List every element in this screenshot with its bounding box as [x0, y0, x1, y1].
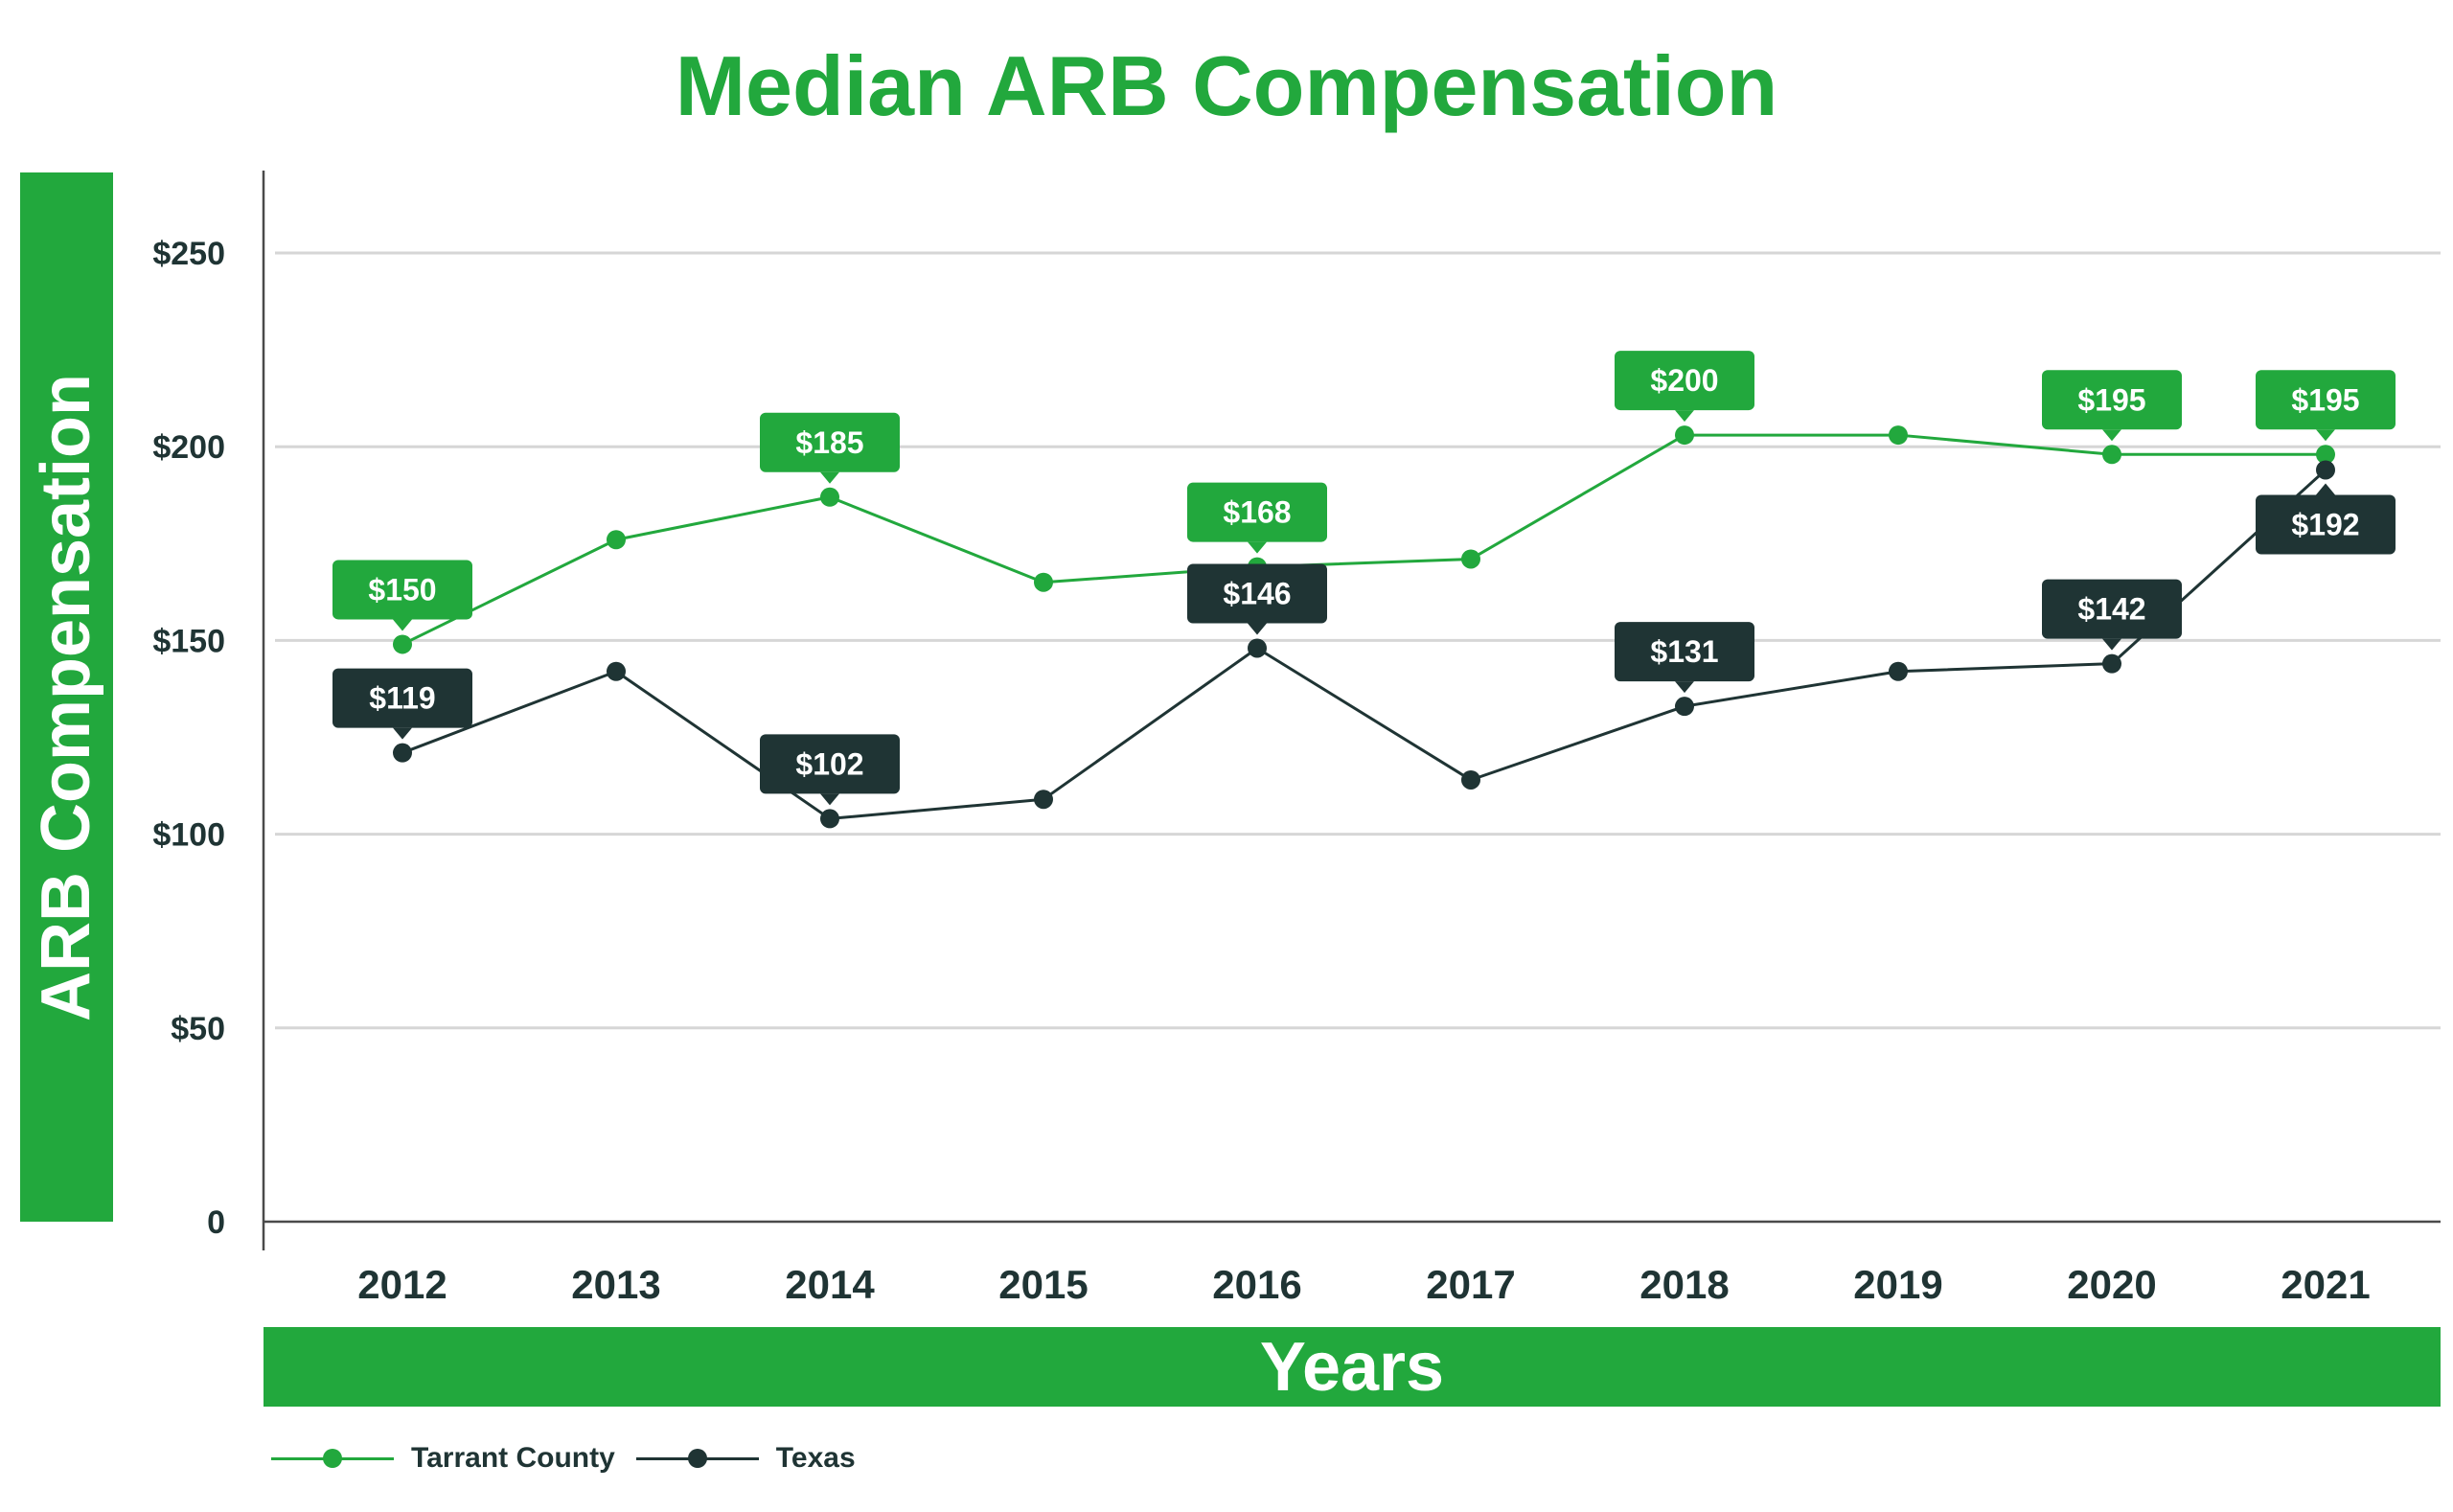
x-tick-label-2013: 2013 [571, 1262, 660, 1307]
data-label-texas-2020: $142 [2042, 579, 2182, 651]
legend-swatch-tarrant-county [271, 1437, 394, 1479]
y-tick-label-200: $200 [152, 429, 225, 466]
point-texas-2015[interactable] [1034, 790, 1053, 810]
x-tick-label-2017: 2017 [1426, 1262, 1515, 1307]
axes: 0 $50 $100 $150 $200 $250 2012 2013 2014 2015 2016… [152, 171, 2441, 1307]
svg-text:$119: $119 [369, 681, 435, 716]
x-axis-label: Years [1259, 1328, 1445, 1406]
data-label-tarrant-county-2014: $185 [760, 412, 900, 484]
point-texas-2019[interactable] [1889, 661, 1908, 681]
point-tarrant-county-2014[interactable] [820, 487, 839, 507]
point-tarrant-county-2015[interactable] [1034, 572, 1053, 592]
point-tarrant-county-2017[interactable] [1461, 549, 1480, 569]
x-tick-label-2021: 2021 [2281, 1262, 2370, 1307]
data-label-tarrant-county-2020: $195 [2042, 370, 2182, 442]
point-texas-2014[interactable] [820, 809, 839, 829]
data-label-texas-2014: $102 [760, 734, 900, 806]
legend-label-texas: Texas [775, 1442, 856, 1474]
y-tick-label-150: $150 [152, 623, 225, 659]
data-labels: $150 $185 $168 $200 $195 $195 $119 $102 $146 $131… [332, 351, 2396, 806]
x-tick-label-2016: 2016 [1212, 1262, 1301, 1307]
point-tarrant-county-2020[interactable] [2102, 445, 2121, 465]
series-lines [393, 425, 2335, 829]
y-tick-label-0: 0 [207, 1204, 225, 1241]
point-texas-2013[interactable] [607, 661, 626, 681]
y-axis-label-band [20, 172, 113, 1222]
point-tarrant-county-2021[interactable] [2316, 445, 2335, 465]
point-tarrant-county-2018[interactable] [1675, 425, 1694, 446]
x-tick-label-2015: 2015 [998, 1262, 1088, 1307]
data-label-texas-2018: $131 [1615, 622, 1754, 694]
data-label-tarrant-county-2018: $200 [1615, 351, 1754, 423]
point-texas-2017[interactable] [1461, 769, 1480, 790]
point-tarrant-county-2012[interactable] [393, 634, 412, 654]
point-tarrant-county-2019[interactable] [1889, 425, 1908, 446]
x-tick-label-2018: 2018 [1639, 1262, 1729, 1307]
svg-text:$102: $102 [795, 746, 863, 781]
y-tick-label-250: $250 [152, 236, 225, 272]
data-label-tarrant-county-2021: $195 [2256, 370, 2396, 442]
point-tarrant-county-2013[interactable] [607, 530, 626, 550]
data-label-texas-2021: $192 [2256, 483, 2396, 555]
point-texas-2018[interactable] [1675, 697, 1694, 717]
x-tick-label-2012: 2012 [357, 1262, 447, 1307]
data-label-tarrant-county-2012: $150 [332, 560, 472, 631]
svg-text:$150: $150 [368, 572, 436, 607]
legend-item-texas[interactable]: Texas [635, 1437, 856, 1479]
svg-text:$146: $146 [1223, 576, 1291, 610]
y-tick-label-50: $50 [171, 1011, 225, 1047]
svg-text:$200: $200 [1650, 363, 1718, 398]
x-tick-label-2019: 2019 [1853, 1262, 1942, 1307]
svg-text:$195: $195 [2077, 382, 2145, 417]
legend: Tarrant County Texas [271, 1437, 877, 1479]
series-line-texas [401, 469, 2327, 820]
svg-text:$142: $142 [2077, 592, 2145, 627]
legend-swatch-texas [635, 1437, 759, 1479]
point-texas-2020[interactable] [2102, 653, 2121, 674]
data-label-tarrant-county-2016: $168 [1187, 482, 1327, 554]
svg-text:$168: $168 [1223, 495, 1291, 530]
series-line-tarrant-county [401, 433, 2326, 646]
x-axis-label-band: Years [264, 1327, 2441, 1407]
data-label-texas-2012: $119 [332, 668, 472, 740]
x-tick-label-2020: 2020 [2067, 1262, 2156, 1307]
y-tick-label-100: $100 [152, 817, 225, 854]
svg-text:$192: $192 [2291, 507, 2359, 541]
x-tick-label-2014: 2014 [785, 1262, 875, 1307]
svg-text:$195: $195 [2291, 382, 2359, 417]
gridlines [275, 251, 2441, 1030]
svg-text:$185: $185 [795, 425, 863, 460]
chart-title: Median ARB Compensation [675, 38, 1778, 133]
point-texas-2016[interactable] [1248, 638, 1267, 658]
legend-label-tarrant-county: Tarrant County [411, 1442, 615, 1474]
point-texas-2012[interactable] [393, 743, 412, 763]
legend-item-tarrant-county[interactable]: Tarrant County [271, 1437, 615, 1479]
data-label-texas-2016: $146 [1187, 563, 1327, 635]
point-texas-2021[interactable] [2316, 460, 2335, 480]
svg-text:$131: $131 [1650, 634, 1718, 669]
